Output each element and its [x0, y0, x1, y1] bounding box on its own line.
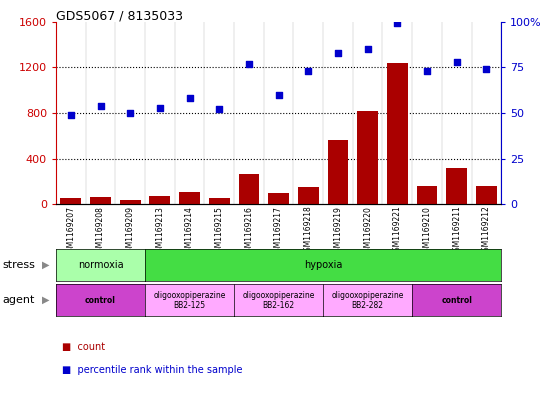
- Bar: [120, 200, 141, 204]
- Bar: [446, 168, 467, 204]
- Bar: [239, 174, 259, 204]
- Point: [422, 68, 431, 74]
- Bar: [417, 186, 437, 204]
- Text: hypoxia: hypoxia: [304, 260, 342, 270]
- Text: oligooxopiperazine
BB2-282: oligooxopiperazine BB2-282: [332, 290, 404, 310]
- Bar: [328, 140, 348, 204]
- Bar: [90, 197, 111, 204]
- Point: [96, 103, 105, 109]
- Text: oligooxopiperazine
BB2-125: oligooxopiperazine BB2-125: [153, 290, 226, 310]
- Bar: [357, 111, 378, 204]
- Point: [363, 46, 372, 52]
- Text: ▶: ▶: [42, 260, 50, 270]
- Point: [185, 95, 194, 101]
- Bar: [150, 196, 170, 204]
- Text: agent: agent: [3, 295, 35, 305]
- Text: stress: stress: [3, 260, 36, 270]
- Point: [155, 105, 164, 111]
- Point: [452, 59, 461, 65]
- Bar: [387, 63, 408, 204]
- Text: ■  count: ■ count: [62, 342, 105, 352]
- Point: [125, 110, 134, 116]
- Text: control: control: [441, 296, 472, 305]
- Text: ▶: ▶: [42, 295, 50, 305]
- Point: [393, 20, 402, 27]
- Bar: [298, 187, 319, 204]
- Text: GDS5067 / 8135033: GDS5067 / 8135033: [56, 10, 183, 23]
- Bar: [209, 198, 230, 204]
- Point: [214, 106, 223, 112]
- Point: [482, 66, 491, 72]
- Point: [274, 92, 283, 98]
- Text: oligooxopiperazine
BB2-162: oligooxopiperazine BB2-162: [242, 290, 315, 310]
- Bar: [179, 192, 200, 204]
- Bar: [268, 193, 289, 204]
- Point: [304, 68, 312, 74]
- Text: normoxia: normoxia: [78, 260, 123, 270]
- Text: ■  percentile rank within the sample: ■ percentile rank within the sample: [62, 365, 242, 375]
- Point: [66, 112, 75, 118]
- Point: [333, 50, 342, 56]
- Point: [244, 61, 253, 67]
- Bar: [476, 186, 497, 204]
- Bar: [60, 198, 81, 204]
- Text: control: control: [85, 296, 116, 305]
